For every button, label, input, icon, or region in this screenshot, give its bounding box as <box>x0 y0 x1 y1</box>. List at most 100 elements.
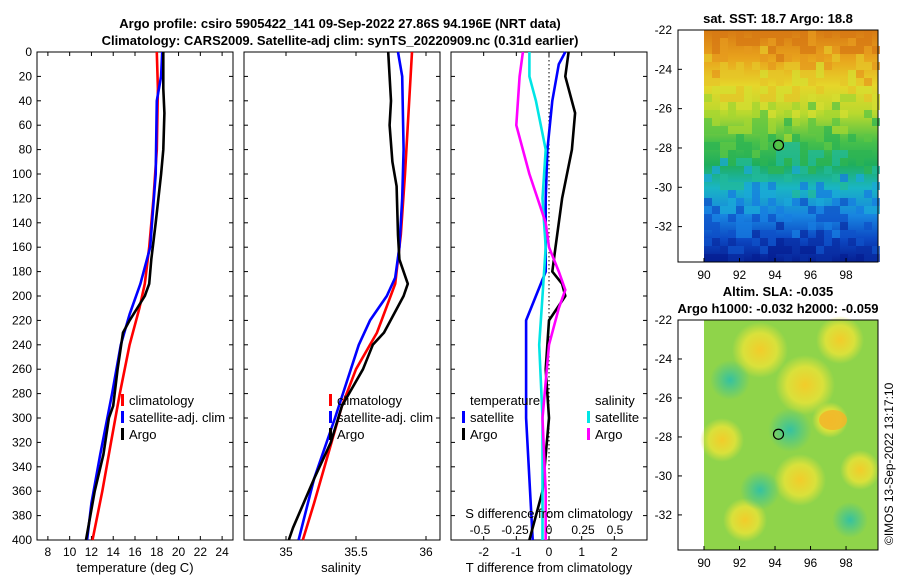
sst-pixel <box>832 230 840 238</box>
sst-pixel <box>856 70 864 78</box>
sst-pixel <box>872 166 880 174</box>
sst-pixel <box>760 134 768 142</box>
sst-pixel <box>872 206 880 214</box>
sst-pixel <box>776 166 784 174</box>
sst-pixel <box>784 238 792 246</box>
sst-pixel <box>704 206 712 214</box>
y-tick-label: 320 <box>12 435 32 449</box>
y-tick-label: 240 <box>12 338 32 352</box>
y-tick-label: 60 <box>19 118 33 132</box>
sla-blob <box>774 454 826 506</box>
sst-pixel <box>720 206 728 214</box>
top-tick-label: -0.5 <box>470 523 491 537</box>
sst-pixel <box>816 190 824 198</box>
sst-pixel <box>864 190 872 198</box>
map-y-tick-label: -24 <box>655 352 673 366</box>
x-tick-label: 16 <box>128 545 142 559</box>
legend-marker-temp-argo <box>462 428 465 440</box>
sst-pixel <box>752 38 760 46</box>
sst-pixel <box>736 214 744 222</box>
sst-pixel <box>784 174 792 182</box>
sst-pixel <box>760 118 768 126</box>
sst-pixel <box>800 70 808 78</box>
sst-pixel <box>760 190 768 198</box>
sst-pixel <box>808 30 816 38</box>
sst-pixel <box>760 70 768 78</box>
sst-pixel <box>744 38 752 46</box>
sst-pixel <box>824 222 832 230</box>
sst-pixel <box>752 62 760 70</box>
sst-pixel <box>752 166 760 174</box>
x-tick-label: -1 <box>511 545 522 559</box>
sst-pixel <box>808 190 816 198</box>
figure-title-line2: Climatology: CARS2009. Satellite-adj cli… <box>102 33 579 48</box>
sst-pixel <box>792 118 800 126</box>
y-tick-label: 280 <box>12 387 32 401</box>
map-y-tick-label: -26 <box>655 102 673 116</box>
sla-blob <box>816 316 864 364</box>
y-tick-label: 140 <box>12 216 32 230</box>
sst-pixel <box>800 246 808 254</box>
sst-pixel <box>728 94 736 102</box>
sst-pixel <box>736 182 744 190</box>
sst-pixel <box>824 30 832 38</box>
sst-pixel <box>760 54 768 62</box>
sst-pixel <box>720 46 728 54</box>
sst-pixel <box>768 62 776 70</box>
sst-pixel <box>704 254 712 262</box>
sst-pixel <box>856 54 864 62</box>
sst-pixel <box>752 126 760 134</box>
sst-pixel <box>792 102 800 110</box>
sst-pixel <box>832 126 840 134</box>
sst-pixel <box>792 70 800 78</box>
sst-pixel <box>768 190 776 198</box>
sst-pixel <box>872 118 880 126</box>
sst-pixel <box>760 174 768 182</box>
sst-pixel <box>736 206 744 214</box>
sst-pixel <box>800 166 808 174</box>
sst-pixel <box>800 158 808 166</box>
sst-pixel <box>784 110 792 118</box>
sst-pixel <box>832 214 840 222</box>
sst-pixel <box>712 126 720 134</box>
sst-pixel <box>704 238 712 246</box>
sst-pixel <box>864 78 872 86</box>
map-y-tick-label: -32 <box>655 508 673 522</box>
sst-pixel <box>816 158 824 166</box>
argo-location-marker <box>772 139 785 151</box>
sst-pixel <box>760 78 768 86</box>
sst-pixel <box>728 142 736 150</box>
sst-pixel <box>832 150 840 158</box>
y-tick-label: 0 <box>25 45 32 59</box>
sst-pixel <box>744 230 752 238</box>
sst-pixel <box>768 94 776 102</box>
legend-marker-argo <box>329 428 332 440</box>
y-tick-label: 400 <box>12 533 32 547</box>
sst-pixel <box>816 214 824 222</box>
sst-pixel <box>728 86 736 94</box>
legend-title-salinity: salinity <box>595 393 635 408</box>
sst-pixel <box>736 222 744 230</box>
sst-pixel <box>808 126 816 134</box>
legend-label-climatology: climatology <box>337 393 403 408</box>
sst-pixel <box>760 86 768 94</box>
sst-pixel <box>712 222 720 230</box>
legend-marker-temp-satellite <box>462 411 465 423</box>
y-tick-label: 220 <box>12 313 32 327</box>
sst-pixel <box>768 230 776 238</box>
sst-pixel <box>864 206 872 214</box>
sst-pixel <box>808 150 816 158</box>
sst-pixel <box>872 182 880 190</box>
sst-pixel <box>776 86 784 94</box>
sst-texture <box>704 30 880 262</box>
sst-pixel <box>792 94 800 102</box>
sst-pixel <box>768 198 776 206</box>
map-y-tick-label: -30 <box>655 180 673 194</box>
sst-pixel <box>720 38 728 46</box>
top-tick-label: -0.25 <box>501 523 529 537</box>
sst-pixel <box>840 110 848 118</box>
sst-pixel <box>808 166 816 174</box>
y-tick-label: 100 <box>12 167 32 181</box>
sst-pixel <box>752 238 760 246</box>
sla-blob <box>775 355 835 415</box>
